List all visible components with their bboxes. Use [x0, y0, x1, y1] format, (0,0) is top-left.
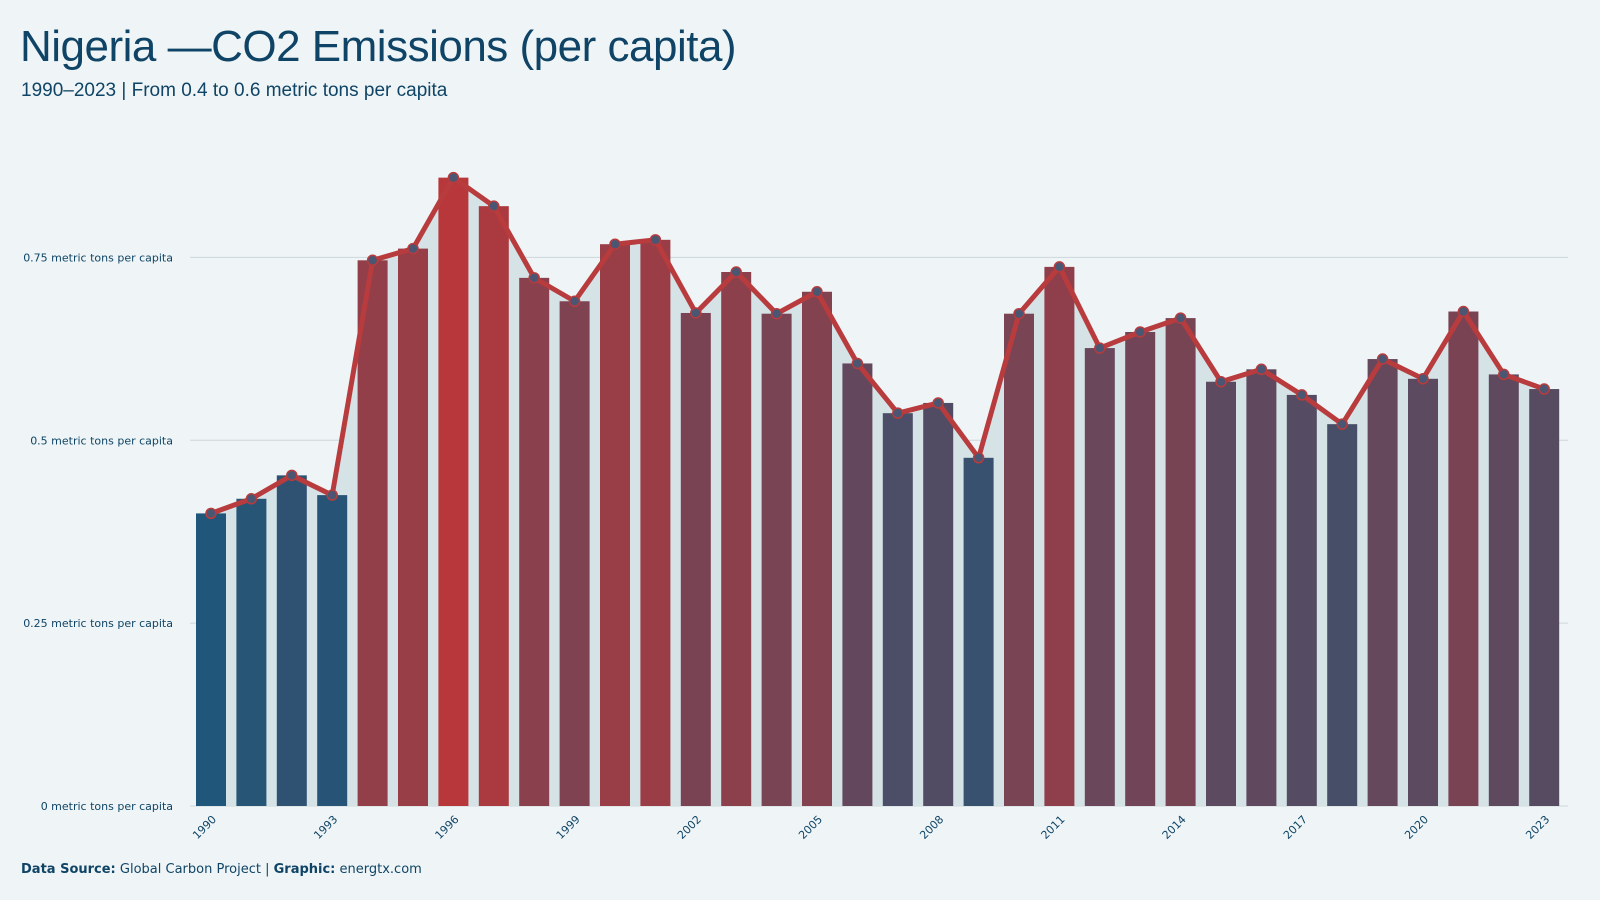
- x-axis-ticks: 1990 1993 1996 1999 2002 2005 2008 2011 2014 2017…: [190, 813, 1552, 842]
- bar-1995: [398, 248, 428, 807]
- bar-2017: [1286, 394, 1317, 806]
- x-tick-label: 1996: [433, 813, 462, 842]
- x-tick-label: 2011: [1039, 813, 1068, 842]
- bar-1992: [276, 475, 307, 806]
- point-2012: [1094, 342, 1106, 354]
- point-1992: [286, 469, 298, 482]
- bar-2008: [923, 402, 954, 806]
- graphic-value: energtx.com: [339, 862, 422, 877]
- point-2022: [1498, 368, 1510, 381]
- point-2010: [1013, 307, 1025, 320]
- bar-1997: [478, 206, 509, 807]
- point-2018: [1336, 418, 1348, 430]
- source-value: Global Carbon Project |: [119, 862, 270, 877]
- point-1999: [568, 295, 581, 308]
- bar-2019: [1367, 359, 1398, 806]
- markers: [205, 171, 1550, 520]
- bar-2012: [1084, 348, 1115, 806]
- bar-2004: [761, 313, 792, 806]
- bar-2005: [802, 291, 832, 806]
- bar-2022: [1488, 374, 1519, 806]
- bar-2000: [600, 244, 630, 806]
- bar-2018: [1327, 424, 1358, 806]
- bar-2003: [721, 272, 752, 806]
- x-tick-label: 2017: [1281, 813, 1310, 842]
- bar-1993: [317, 495, 348, 806]
- point-2003: [730, 266, 742, 278]
- x-tick-label: 2023: [1523, 813, 1552, 842]
- x-tick-label: 2005: [796, 813, 825, 842]
- trend-line: [208, 175, 1547, 516]
- y-tick-label: 0 metric tons per capita: [41, 800, 173, 813]
- point-1998: [528, 272, 540, 284]
- x-tick-label: 1990: [190, 813, 219, 842]
- point-2006: [851, 357, 864, 370]
- point-2020: [1417, 373, 1429, 385]
- bar-2011: [1044, 266, 1075, 806]
- source-label: Data Source:: [21, 862, 116, 877]
- bar-1990: [196, 513, 226, 806]
- chart-footer: Data Source: Global Carbon Project | Gra…: [21, 862, 422, 877]
- bar-1994: [357, 260, 388, 806]
- point-2021: [1457, 305, 1470, 318]
- bar-2010: [1004, 313, 1034, 806]
- y-axis-ticks: 0 metric tons per capita 0.25 metric tons…: [23, 251, 173, 813]
- series-line: [208, 175, 1547, 516]
- point-2009: [972, 452, 985, 464]
- chart-subtitle: 1990–2023 | From 0.4 to 0.6 metric tons …: [21, 80, 448, 101]
- chart-title: Nigeria —CO2 Emissions (per capita): [20, 22, 737, 71]
- bar-1999: [559, 301, 590, 806]
- bar-2006: [842, 363, 873, 806]
- point-1996: [447, 171, 460, 184]
- point-1991: [245, 493, 258, 505]
- x-tick-label: 2002: [675, 813, 704, 842]
- bar-2002: [680, 312, 711, 806]
- point-2014: [1174, 312, 1187, 324]
- point-1994: [366, 254, 379, 267]
- point-2013: [1134, 326, 1146, 338]
- point-2000: [609, 238, 621, 250]
- point-2023: [1538, 383, 1550, 395]
- point-2011: [1053, 261, 1066, 273]
- point-1995: [407, 242, 419, 255]
- point-1993: [326, 489, 338, 501]
- bar-1991: [236, 498, 267, 806]
- bar-2013: [1125, 331, 1156, 806]
- point-2019: [1376, 353, 1389, 365]
- y-tick-label: 0.25 metric tons per capita: [23, 617, 173, 630]
- x-tick-label: 2020: [1402, 813, 1431, 842]
- bar-2014: [1165, 318, 1196, 806]
- point-2015: [1215, 375, 1227, 388]
- bar-2023: [1529, 389, 1560, 806]
- point-1990: [205, 507, 217, 520]
- bar-2007: [882, 413, 913, 806]
- bars: [196, 177, 1560, 807]
- graphic-label: Graphic:: [273, 862, 336, 877]
- x-tick-label: 2014: [1160, 813, 1189, 842]
- bar-2009: [963, 457, 994, 806]
- bar-2021: [1448, 311, 1479, 806]
- point-2007: [892, 407, 904, 419]
- point-2005: [811, 286, 823, 298]
- point-1997: [488, 200, 500, 212]
- x-tick-label: 2008: [917, 813, 946, 842]
- bar-2015: [1206, 381, 1236, 806]
- y-tick-label: 0.75 metric tons per capita: [23, 251, 173, 264]
- point-2001: [649, 234, 662, 246]
- point-2016: [1255, 363, 1268, 376]
- bar-1996: [438, 177, 469, 807]
- bar-2016: [1246, 369, 1277, 806]
- x-tick-label: 1999: [554, 813, 583, 842]
- bar-2001: [640, 239, 671, 807]
- bar-2020: [1408, 378, 1438, 806]
- point-2004: [770, 307, 783, 320]
- point-2008: [932, 397, 944, 409]
- y-tick-label: 0.5 metric tons per capita: [30, 434, 173, 447]
- point-2002: [690, 307, 702, 319]
- x-tick-label: 1993: [311, 813, 340, 842]
- point-2017: [1296, 389, 1308, 401]
- bar-1998: [519, 277, 550, 806]
